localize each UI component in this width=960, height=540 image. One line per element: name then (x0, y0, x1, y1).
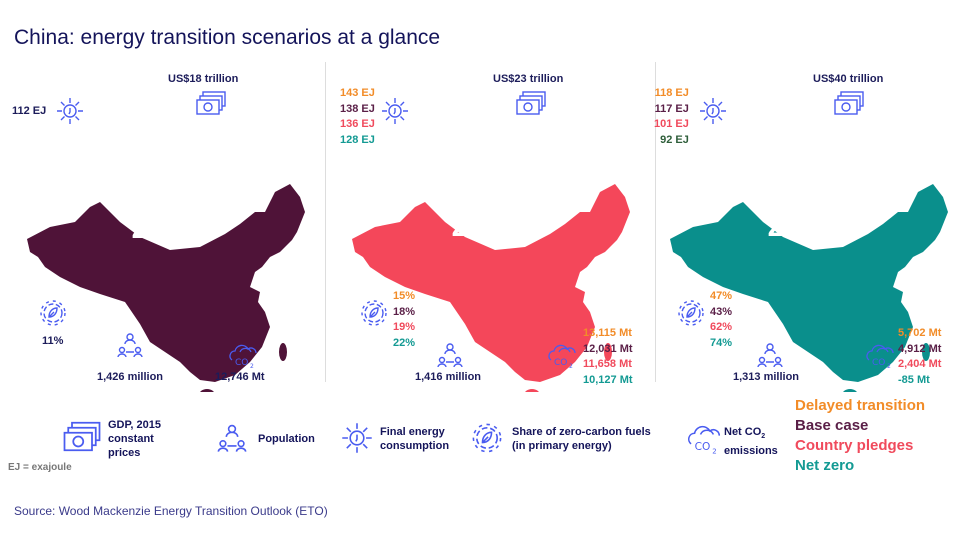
panel-2050: 2050 US$40 trillion 118 EJ 117 EJ 101 EJ… (643, 62, 960, 392)
energy-netzero: 128 EJ (340, 133, 375, 146)
co2-pledges: 2,404 Mt (898, 358, 942, 370)
energy-sun-icon (55, 96, 85, 126)
gdp-value: US$18 trillion (168, 73, 239, 85)
energy-pledges: 136 EJ (340, 118, 375, 130)
energy-sun-icon (380, 96, 410, 126)
money-icon (833, 90, 865, 120)
legend-gdp: GDP, 2015 constant prices (108, 419, 162, 459)
population-value: 1,313 million (733, 371, 800, 383)
scenario-pledges: Country pledges (795, 437, 914, 454)
energy-delayed: 118 EJ (654, 87, 689, 99)
energy-values: 118 EJ 117 EJ 101 EJ 92 EJ (654, 86, 689, 148)
energy-base: 138 EJ (340, 102, 375, 115)
scenario-netzero: Net zero (795, 457, 855, 474)
zero-carbon-values: 15% 18% 19% 22% (393, 289, 415, 351)
energy-values: 143 EJ 138 EJ 136 EJ 128 EJ (340, 86, 375, 148)
co2-cloud-icon (545, 340, 579, 370)
money-icon (515, 90, 547, 120)
co2-cloud-icon (863, 340, 897, 370)
energy-value: 112 EJ (12, 105, 47, 117)
page-title: China: energy transition scenarios at a … (14, 26, 441, 49)
zero-carbon-gear-icon (38, 298, 68, 328)
legend-co2: Net CO2 emissions (724, 425, 778, 458)
zero-carbon-gear-icon (359, 298, 389, 328)
co2-netzero: -85 Mt (898, 373, 930, 386)
legend-co2-text2: emissions (724, 445, 778, 458)
co2-pledges: 11,658 Mt (583, 358, 632, 370)
co2-delayed: 13,115 Mt (583, 327, 632, 339)
scenario-delayed: Delayed transition (795, 397, 926, 414)
money-icon (62, 420, 102, 458)
energy-sun-icon (340, 421, 374, 455)
legend-co2-text: Net CO (724, 426, 762, 438)
zero-carbon-value: 11% (42, 335, 64, 347)
zc-pledges: 19% (393, 321, 416, 333)
panel-divider (655, 62, 656, 382)
legend-energy: Final energy consumption (380, 426, 450, 452)
co2-netzero: 10,127 Mt (583, 373, 633, 386)
year-label: 2024 (131, 212, 199, 245)
co2-base: 12,031 Mt (583, 342, 633, 355)
co2-cloud-icon (684, 420, 724, 456)
legend-population: Population (258, 433, 315, 445)
year-label: 2030 (451, 210, 519, 243)
gdp-value: US$40 trillion (813, 73, 884, 85)
scenario-base: Base case (795, 417, 869, 434)
zc-delayed: 15% (393, 290, 416, 302)
source-note: Source: Wood Mackenzie Energy Transition… (14, 504, 328, 518)
population-icon (435, 340, 465, 370)
gdp-value: US$23 trillion (493, 73, 564, 85)
zc-delayed: 47% (710, 290, 733, 302)
panel-2024: 2024 US$18 trillion 112 EJ 11% 1,426 mil… (0, 62, 325, 392)
zc-base: 43% (710, 305, 733, 318)
energy-delayed: 143 EJ (340, 87, 375, 99)
co2-values: 13,115 Mt 12,031 Mt 11,658 Mt 10,127 Mt (583, 326, 633, 388)
zc-pledges: 62% (710, 321, 733, 333)
co2-values: 5,702 Mt 4,912 Mt 2,404 Mt -85 Mt (898, 326, 941, 388)
co2-cloud-icon (226, 340, 260, 370)
zc-base: 18% (393, 305, 416, 318)
panel-divider (325, 62, 326, 382)
year-label: 2050 (767, 210, 835, 243)
zc-netzero: 74% (710, 336, 733, 349)
population-icon (115, 330, 145, 360)
energy-sun-icon (698, 96, 728, 126)
energy-pledges: 101 EJ (654, 118, 689, 130)
co2-delayed: 5,702 Mt (898, 327, 942, 339)
population-value: 1,416 million (415, 371, 482, 383)
legend-co2-sub: 2 (761, 433, 766, 441)
population-value: 1,426 million (97, 371, 164, 383)
energy-netzero: 92 EJ (660, 133, 689, 146)
zero-carbon-gear-icon (676, 298, 706, 328)
zero-carbon-values: 47% 43% 62% 74% (710, 289, 732, 351)
population-icon (755, 340, 785, 370)
co2-value: 12,746 Mt (215, 371, 265, 383)
co2-base: 4,912 Mt (898, 342, 942, 355)
zc-netzero: 22% (393, 336, 416, 349)
footnote: EJ = exajoule (8, 462, 72, 473)
energy-base: 117 EJ (654, 102, 689, 115)
money-icon (195, 90, 227, 120)
legend-zero-carbon: Share of zero-carbon fuels (in primary e… (512, 426, 651, 452)
panel-2030: 2030 US$23 trillion 143 EJ 138 EJ 136 EJ… (325, 62, 650, 392)
zero-carbon-gear-icon (470, 421, 504, 455)
population-icon (215, 421, 249, 455)
